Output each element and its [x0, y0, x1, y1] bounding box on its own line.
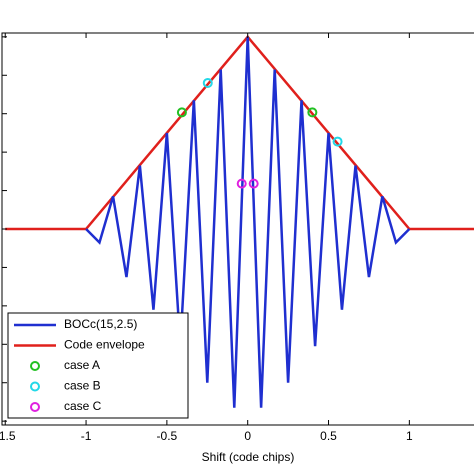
x-tick-label: -0.5: [157, 429, 178, 443]
legend-label: BOCc(15,2.5): [64, 317, 137, 331]
legend-label: Code envelope: [64, 338, 145, 352]
x-axis-label: Shift (code chips): [202, 450, 295, 464]
legend-marker: [30, 402, 40, 412]
x-tick-label: 0: [244, 429, 251, 443]
legend-label: case C: [64, 399, 102, 413]
axes: -1.5 -1 -0.5 0 0.5 1: [0, 32, 474, 443]
x-tick-label: 1: [406, 429, 413, 443]
legend-marker: [30, 381, 40, 392]
point: [202, 77, 213, 88]
point: [332, 136, 343, 147]
x-tick-label: -1: [81, 429, 92, 443]
legend: BOCc(15,2.5) Code envelope case A case B cas…: [7, 312, 189, 419]
x-tick-label: -1.5: [0, 429, 16, 443]
legend-label: case A: [64, 358, 100, 372]
point: [307, 107, 318, 118]
point: [248, 178, 259, 189]
x-tick-label: 0.5: [320, 429, 337, 443]
legend-marker: [30, 361, 40, 371]
legend-label: case B: [64, 379, 101, 393]
point: [176, 107, 187, 118]
point: [236, 178, 247, 189]
